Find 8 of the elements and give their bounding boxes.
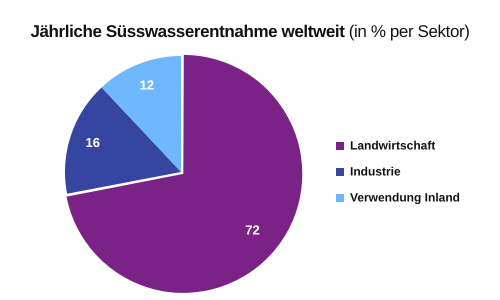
chart-subtitle: (in % per Sektor)	[348, 22, 470, 41]
data-label: 16	[86, 134, 100, 150]
legend-label: Verwendung Inland	[350, 190, 460, 204]
data-label: 72	[245, 222, 260, 238]
data-label: 12	[140, 77, 154, 92]
chart-title: Jährliche Süsswasserentnahme weltweit	[30, 22, 344, 41]
legend-label: Landwirtschaft	[350, 138, 436, 152]
legend-label: Industrie	[350, 164, 401, 178]
